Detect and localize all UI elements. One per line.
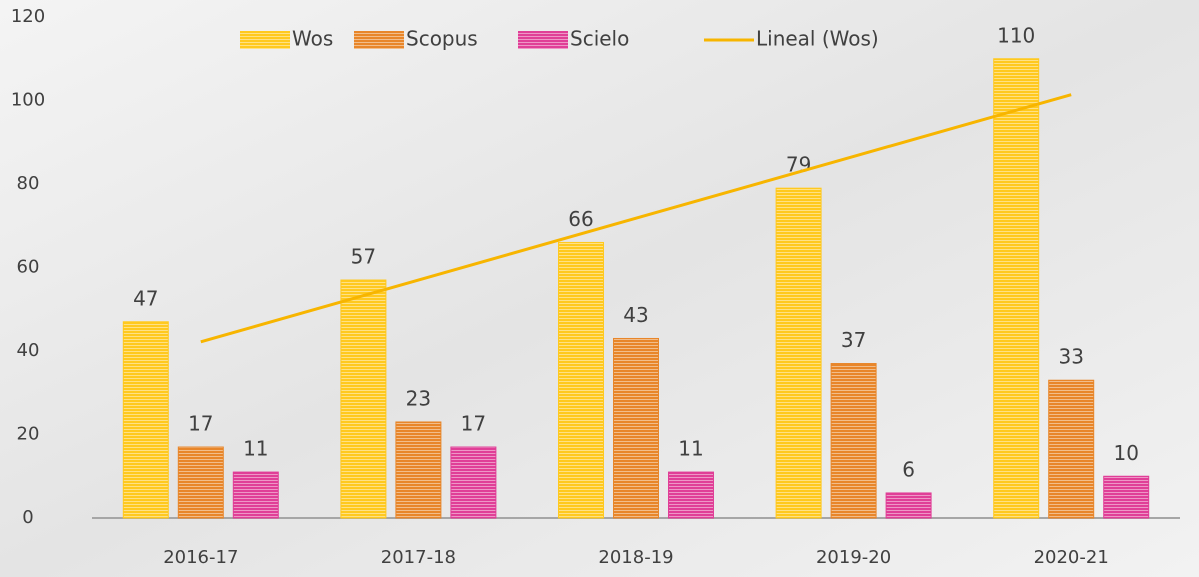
bar xyxy=(450,446,497,519)
value-label: 23 xyxy=(406,386,431,410)
value-label: 11 xyxy=(243,437,268,461)
value-label: 11 xyxy=(678,437,703,461)
bar xyxy=(885,492,932,519)
legend-label: Scielo xyxy=(570,27,629,51)
legend-swatch xyxy=(354,31,404,49)
value-label: 110 xyxy=(997,23,1035,47)
bar xyxy=(613,337,659,519)
value-label: 6 xyxy=(902,457,915,481)
value-label: 66 xyxy=(568,207,593,231)
y-tick-label: 60 xyxy=(17,257,40,278)
y-tick-label: 100 xyxy=(11,90,45,111)
bar xyxy=(1048,379,1095,519)
value-label: 17 xyxy=(461,412,486,436)
legend-label: Lineal (Wos) xyxy=(756,27,879,51)
bar xyxy=(775,187,822,519)
value-label: 17 xyxy=(188,412,213,436)
legend-swatch xyxy=(240,31,290,49)
legend-label: Scopus xyxy=(406,27,478,51)
y-tick-label: 40 xyxy=(17,340,40,361)
value-label: 57 xyxy=(351,245,376,269)
bar xyxy=(558,241,604,519)
trend-line xyxy=(200,93,1072,344)
bar xyxy=(232,471,279,519)
value-label: 47 xyxy=(133,286,158,310)
bar xyxy=(830,363,877,519)
bar xyxy=(1103,475,1150,519)
x-tick-label: 2020-21 xyxy=(1034,547,1109,568)
y-tick-label: 80 xyxy=(17,173,40,194)
value-label: 33 xyxy=(1058,345,1083,369)
x-tick-label: 2018-19 xyxy=(598,547,673,568)
bar xyxy=(993,58,1040,519)
bar xyxy=(340,279,387,519)
y-tick-label: 20 xyxy=(17,424,40,445)
legend-label: Wos xyxy=(292,27,333,51)
bar xyxy=(668,471,714,519)
bar xyxy=(395,421,442,519)
y-tick-label: 0 xyxy=(22,507,33,528)
value-label: 10 xyxy=(1113,441,1138,465)
x-tick-label: 2016-17 xyxy=(163,547,238,568)
bar xyxy=(177,446,224,519)
value-label: 43 xyxy=(623,303,648,327)
bar xyxy=(122,321,169,519)
legend-swatch xyxy=(518,31,568,49)
x-tick-label: 2017-18 xyxy=(381,547,456,568)
value-label: 37 xyxy=(841,328,866,352)
y-tick-label: 120 xyxy=(11,6,45,27)
x-tick-label: 2019-20 xyxy=(816,547,891,568)
